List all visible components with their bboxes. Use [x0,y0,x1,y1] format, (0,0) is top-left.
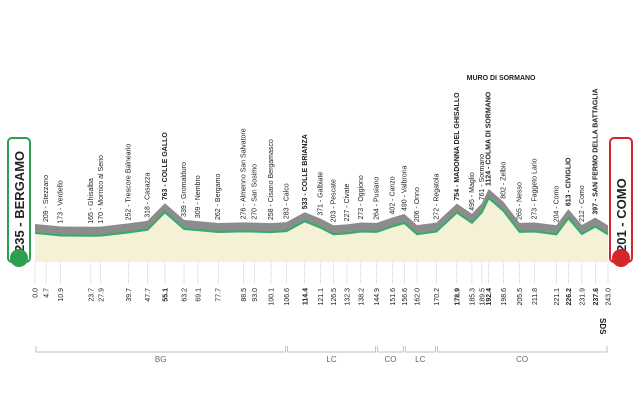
waypoint-label: 273 - Faggeto Lario [531,158,538,219]
x-tick-label: 93.0 [252,288,259,302]
x-tick-label: 211.8 [532,288,539,305]
x-tick-label: 151.6 [390,288,397,306]
x-tick-label: 138.2 [358,288,365,306]
waypoint-label: 761 - Sormano [479,154,486,200]
waypoint-label: 209 - Stezzano [43,175,50,222]
waypoint-label: 204 - Como [553,186,560,223]
x-tick-label: 100.1 [269,288,276,306]
waypoint-label: 309 - Nembro [195,175,202,218]
x-tick-label: 69.1 [195,288,202,302]
x-tick-label: 47.7 [145,288,152,302]
x-tick-label: 63.2 [182,288,189,302]
waypoint-label: 402 - Canzo [389,176,396,214]
x-tick-label: 162.0 [415,288,422,306]
waypoint-label: 754 - MADONNA DEL GHISALLO [454,92,461,201]
waypoint-label: 212 - Como [579,185,586,222]
waypoint-label: 533 - COLLE BRIANZA [302,134,309,209]
region-bracket [287,346,377,353]
waypoint-label: 397 - SAN FERMO DELLA BATTAGLIA [592,88,599,214]
x-tick-label: 10.9 [58,288,65,302]
waypoint-label: 339 - Gromalduro [181,162,188,217]
waypoint-label: 495 - Maglio [469,172,476,211]
region-bracket [404,346,436,353]
x-tick-label: 121.1 [318,288,325,306]
waypoint-label: 272 - Regatola [433,174,440,220]
waypoint-label: 276 - Almenno San Salvatore [241,128,248,219]
start-icon [10,249,28,267]
waypoint-label: 252 - Trescore Balneario [126,144,133,221]
x-tick-label: 27.9 [98,288,105,302]
x-tick-label: 156.6 [402,288,409,306]
x-tick-label: 221.1 [554,288,561,306]
x-tick-label: 189.5 [479,288,486,306]
x-tick-label: 55.1 [162,288,169,302]
waypoint-label: 613 - CIVIGLIO [565,157,572,206]
x-tick-label: 106.6 [284,288,291,306]
x-tick-label: 4.7 [44,288,51,298]
waypoint-label: 265 - Nesso [517,182,524,220]
waypoint-label: 206 - Onno [414,187,421,222]
waypoint-label: 318 - Casazza [144,173,151,218]
region-label: LC [415,355,425,364]
x-tick-label: 132.3 [344,288,351,306]
annotation: MURO DI SORMANO [467,75,536,82]
region-bracket [35,346,286,353]
waypoint-label: 264 - Pusiano [374,177,381,220]
start-label: 235 - BERGAMO [12,151,27,252]
waypoint-label: 1124 - COLMA DI SORMANO [486,91,493,186]
x-tick-label: 144.9 [374,288,381,306]
waypoint-label: 763 - COLLE GALLO [162,132,169,201]
x-tick-label: 77.7 [216,288,223,302]
plot: 209 - Stezzano 173 - Verdello 165 - Ghisal… [33,75,613,364]
x-tick-label: 192.4 [486,288,493,306]
waypoint-label: 227 - Civate [344,183,351,221]
waypoint-label: 173 - Verdello [58,180,65,223]
region-bracket [436,346,608,353]
waypoint-label: 258 - Cisano Bergamasco [268,139,275,220]
x-tick-label: 178.9 [454,288,461,306]
x-tick-label: 39.7 [126,288,133,302]
x-tick-label: 23.7 [88,288,95,302]
profile-top [35,188,608,236]
x-tick-label: 185.3 [469,288,476,306]
logo: SDS [598,318,607,335]
region-label: CO [516,355,528,364]
profile-line [34,196,609,237]
x-tick-label: 231.9 [579,288,586,306]
x-tick-label: 88.5 [241,288,248,302]
x-tick-label: 226.2 [566,288,573,306]
region-label: LC [326,355,336,364]
waypoint-label: 170 - Mornico al Serio [98,155,105,224]
waypoint-label: 802 - Zelbio [500,162,507,199]
waypoint-label: 283 - Calco [283,183,290,219]
x-tick-label: 126.5 [331,288,338,306]
finish-icon [612,249,630,267]
waypoint-label: 273 - Oggiono [358,175,365,219]
x-tick-label: 0.0 [33,288,40,298]
x-tick-label: 237.6 [593,288,600,306]
profile-area [35,197,608,262]
x-tick-label: 114.4 [302,288,309,305]
x-tick-label: 170.2 [434,288,441,306]
waypoint-label: 490 - Valbrona [401,165,408,211]
finish-label: 201 - COMO [614,178,629,252]
region-label: BG [155,355,167,364]
waypoint-label: 165 - Ghisalba [88,178,95,224]
x-tick-label: 198.6 [501,288,508,306]
waypoint-label: 262 - Bergamo [215,174,222,220]
x-tick-label: 243.0 [606,288,613,306]
x-tick-label: 205.5 [517,288,524,306]
region-bracket [377,346,404,353]
waypoint-label: 270 - San Sosimo [251,164,258,220]
waypoint-label: 203 - Pescate [330,179,337,222]
region-label: CO [384,355,396,364]
waypoint-label: 371 - Galbiate [318,172,325,216]
